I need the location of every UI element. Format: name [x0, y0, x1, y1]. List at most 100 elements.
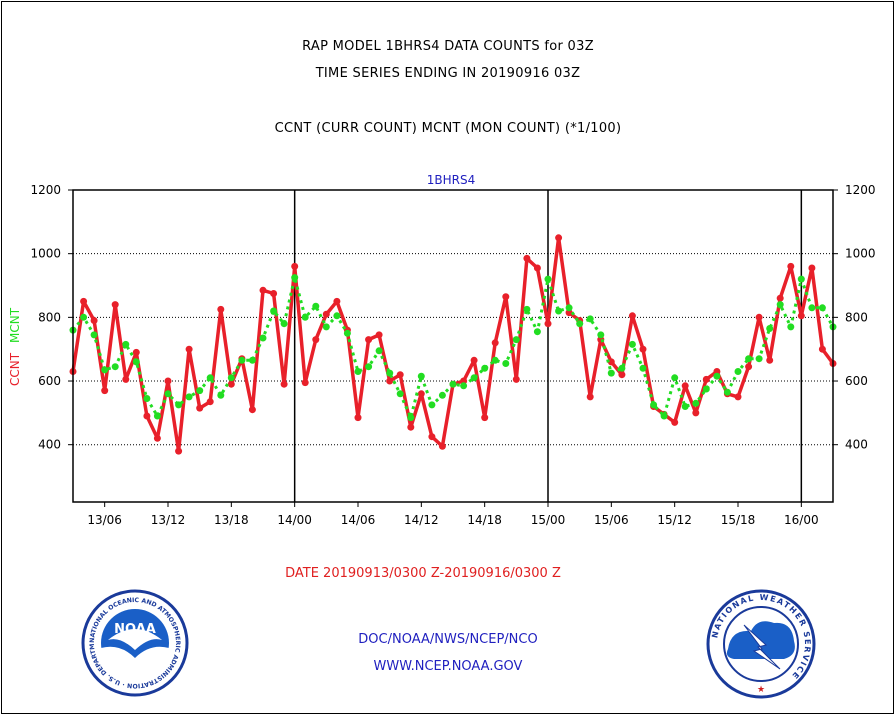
data-point-mcnt	[470, 374, 478, 382]
data-point-ccnt	[280, 380, 288, 388]
data-point-ccnt	[460, 377, 468, 385]
data-point-mcnt	[692, 399, 700, 407]
y-tick-label-right: 1200	[845, 183, 876, 197]
series-ccnt	[69, 234, 837, 455]
data-point-mcnt	[808, 304, 816, 312]
data-point-mcnt	[196, 387, 204, 395]
data-point-mcnt	[586, 315, 594, 323]
plot-frame	[72, 189, 834, 503]
data-point-mcnt	[386, 369, 394, 377]
data-point-ccnt	[734, 393, 742, 401]
data-point-mcnt	[755, 355, 763, 363]
data-point-ccnt	[80, 297, 88, 305]
data-point-ccnt	[702, 375, 710, 383]
website-link[interactable]: WWW.NCEP.NOAA.GOV	[373, 659, 523, 674]
data-point-mcnt	[280, 320, 288, 328]
data-point-ccnt	[438, 442, 446, 450]
data-point-ccnt	[618, 371, 626, 379]
x-tick-label: 15/00	[531, 513, 566, 527]
data-point-mcnt	[776, 301, 784, 309]
data-point-ccnt	[671, 418, 679, 426]
data-point-mcnt	[502, 360, 510, 367]
data-point-mcnt	[417, 372, 425, 380]
data-point-mcnt	[681, 403, 689, 410]
data-point-ccnt	[206, 398, 214, 406]
data-point-mcnt	[428, 401, 436, 409]
org-path: DOC/NOAA/NWS/NCEP/NCO	[358, 632, 538, 647]
y-tick-label-left: 600	[38, 374, 61, 388]
data-point-mcnt	[639, 364, 647, 372]
data-point-mcnt	[460, 382, 468, 390]
chart-header-line-2: TIME SERIES ENDING IN 20190916 03Z	[315, 66, 581, 81]
data-point-mcnt	[238, 356, 246, 364]
data-point-mcnt	[597, 331, 605, 339]
data-point-ccnt	[291, 262, 299, 270]
series-line-ccnt	[71, 236, 835, 453]
chart-title: 1BHRS4	[427, 173, 475, 187]
data-point-ccnt	[164, 377, 172, 385]
data-point-mcnt	[270, 307, 278, 315]
data-point-mcnt	[375, 347, 383, 355]
data-point-ccnt	[586, 393, 594, 401]
data-point-mcnt	[301, 313, 309, 321]
data-point-mcnt	[354, 368, 362, 375]
data-point-ccnt	[639, 345, 647, 353]
data-point-ccnt	[565, 309, 573, 317]
data-point-mcnt	[333, 312, 341, 320]
data-point-mcnt	[343, 329, 351, 337]
data-point-ccnt	[333, 297, 341, 305]
data-point-ccnt	[132, 348, 140, 356]
data-point-mcnt	[481, 364, 489, 372]
data-point-mcnt	[312, 302, 320, 310]
data-point-mcnt	[491, 356, 499, 364]
noaa-logo: NOAA NATIONAL OCEANIC AND ATMOSPHERIC AD…	[80, 588, 189, 697]
data-point-mcnt	[80, 313, 88, 321]
data-point-ccnt	[143, 412, 151, 420]
data-point-ccnt	[776, 294, 784, 302]
data-point-ccnt	[417, 390, 425, 398]
data-point-mcnt	[396, 390, 404, 398]
data-point-mcnt	[248, 356, 256, 364]
data-point-ccnt	[797, 312, 805, 320]
data-point-mcnt	[449, 380, 457, 388]
data-point-ccnt	[544, 320, 552, 328]
chart-header-line-1: RAP MODEL 1BHRS4 DATA COUNTS for 03Z	[302, 39, 594, 54]
data-point-mcnt	[734, 368, 742, 375]
data-point-mcnt	[628, 340, 636, 348]
data-point-mcnt	[671, 374, 679, 382]
data-point-ccnt	[227, 380, 235, 388]
data-point-ccnt	[386, 377, 394, 385]
x-tick-label: 15/18	[721, 513, 756, 527]
x-tick-label: 13/18	[214, 513, 249, 527]
data-point-ccnt	[470, 356, 478, 364]
data-point-ccnt	[175, 447, 183, 455]
x-tick-label: 14/00	[277, 513, 312, 527]
data-point-mcnt	[555, 307, 563, 315]
data-point-mcnt	[660, 412, 668, 420]
data-point-ccnt	[122, 375, 130, 383]
noaa-logo-center-text: NOAA	[114, 622, 156, 637]
data-point-mcnt	[766, 325, 774, 332]
data-point-ccnt	[375, 331, 383, 339]
data-point-mcnt	[797, 275, 805, 283]
data-point-mcnt	[143, 395, 151, 402]
data-point-ccnt	[555, 234, 563, 242]
data-point-ccnt	[755, 313, 763, 321]
data-point-mcnt	[132, 358, 140, 366]
data-point-mcnt	[101, 366, 109, 374]
data-point-mcnt	[818, 304, 826, 312]
data-point-mcnt	[206, 374, 214, 382]
data-point-mcnt	[259, 334, 267, 342]
data-point-mcnt	[607, 369, 615, 377]
data-point-ccnt	[692, 409, 700, 417]
y-tick-label-left: 400	[38, 438, 61, 452]
data-point-ccnt	[533, 264, 541, 272]
data-point-mcnt	[618, 364, 626, 372]
data-point-ccnt	[428, 433, 436, 441]
data-point-mcnt	[164, 390, 172, 398]
data-point-mcnt	[153, 412, 161, 420]
data-point-mcnt	[745, 355, 753, 363]
data-point-ccnt	[185, 345, 193, 353]
